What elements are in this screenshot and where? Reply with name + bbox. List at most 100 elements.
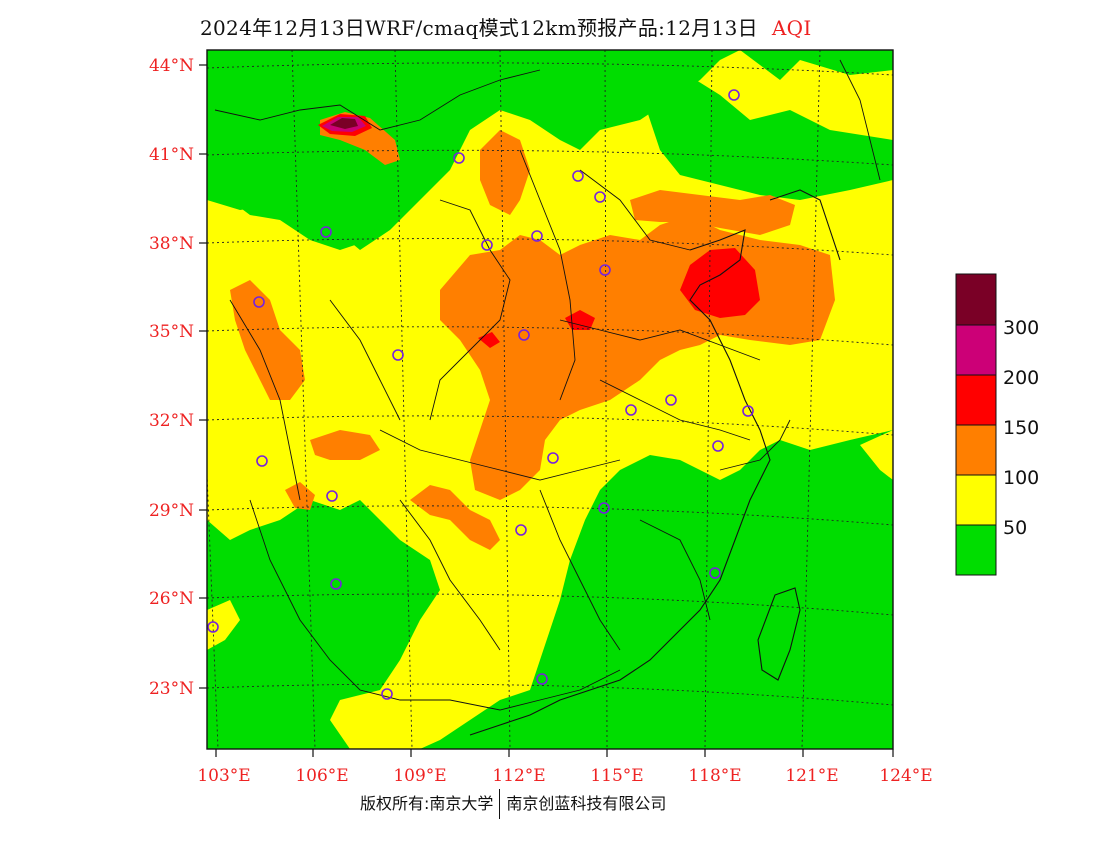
border-hunan	[399, 499, 501, 651]
city-marker	[256, 455, 268, 467]
legend-label: 300	[1003, 317, 1039, 339]
aqi-moderate-area-sw	[207, 600, 240, 650]
city-marker	[531, 230, 543, 242]
legend: 50 100 150 200 300	[955, 273, 1039, 576]
lon-label: 106°E	[295, 766, 348, 786]
city-marker	[392, 349, 404, 361]
legend-swatch-moderate	[956, 475, 996, 525]
aqi-good-north	[207, 140, 380, 250]
legend-label: 100	[1003, 467, 1039, 489]
city-marker	[320, 226, 332, 238]
coast-liaodong	[769, 189, 841, 261]
meridian-115	[604, 50, 608, 749]
coast-main	[469, 229, 771, 736]
title-main: 2024年12月13日WRF/cmaq模式12km预报产品:12月13日	[200, 16, 758, 40]
taiwan-outline	[757, 587, 801, 681]
border-zhejiang	[719, 419, 791, 471]
lat-label: 44°N	[149, 56, 194, 76]
aqi-unhealthy-sensitive-sichuan	[310, 430, 380, 460]
legend-swatch-good	[956, 525, 996, 575]
meridian-118	[704, 50, 713, 749]
lat-label: 32°N	[149, 411, 194, 431]
aqi-unhealthy-sensitive-south	[410, 485, 500, 550]
city-marker	[536, 673, 548, 685]
city-marker	[453, 152, 465, 164]
meridian-112	[499, 50, 511, 749]
border-hubei	[379, 429, 621, 481]
aqi-unhealthy-sensitive-bohai	[630, 190, 795, 235]
city-marker	[326, 490, 338, 502]
city-marker	[594, 191, 606, 203]
border-north	[214, 69, 541, 131]
province-boundaries	[214, 59, 881, 711]
city-marker	[547, 452, 559, 464]
graticule	[207, 50, 928, 749]
border-shaanxi	[429, 199, 511, 421]
lon-label: 103°E	[197, 766, 250, 786]
lat-label: 41°N	[149, 145, 194, 165]
meridian-106	[291, 50, 316, 749]
aqi-unhealthy-sensitive-north	[480, 130, 530, 215]
border-anhui	[599, 379, 751, 441]
lat-label: 38°N	[149, 234, 194, 254]
city-marker	[742, 405, 754, 417]
lat-labels: 44°N 41°N 38°N 35°N 32°N 29°N 26°N 23°N	[149, 56, 194, 699]
legend-label: 200	[1003, 367, 1039, 389]
aqi-moderate-area-coast	[860, 430, 893, 480]
city-marker	[253, 296, 265, 308]
aqi-unhealthy-sensitive-west	[230, 280, 305, 400]
border-shanxi	[519, 149, 576, 401]
legend-label: 50	[1003, 517, 1027, 539]
city-marker	[625, 404, 637, 416]
lon-label: 109°E	[393, 766, 446, 786]
city-marker	[515, 524, 527, 536]
border-northeast	[839, 59, 881, 181]
lon-label: 121°E	[785, 766, 838, 786]
legend-swatch-very-unhealthy	[956, 325, 996, 375]
border-west	[229, 299, 301, 501]
footer-left: 版权所有:南京大学	[360, 794, 494, 813]
lon-labels: 103°E 106°E 109°E 112°E 115°E 118°E 121°…	[197, 766, 932, 786]
city-marker	[728, 89, 740, 101]
aqi-unhealthy-sensitive-chongqing	[285, 482, 315, 510]
border-gansu	[329, 299, 401, 421]
border-hebei	[579, 169, 691, 251]
meridian-109	[394, 50, 413, 749]
meridian-124	[898, 50, 928, 749]
city-marker	[572, 170, 584, 182]
lon-label: 112°E	[492, 766, 545, 786]
lat-label: 35°N	[149, 322, 194, 342]
border-south	[249, 499, 621, 711]
aqi-good-northeast	[640, 70, 893, 200]
city-marker	[598, 502, 610, 514]
city-marker	[709, 567, 721, 579]
lon-label: 115°E	[590, 766, 643, 786]
title-product: AQI	[771, 16, 812, 40]
lon-label: 124°E	[879, 766, 932, 786]
lat-label: 23°N	[149, 679, 194, 699]
aqi-hazardous	[330, 118, 358, 129]
city-marker	[381, 688, 393, 700]
border-henan	[559, 319, 761, 361]
copyright-footer: 版权所有:南京大学 南京创蓝科技有限公司	[360, 789, 666, 819]
city-marker	[599, 264, 611, 276]
lat-label: 29°N	[149, 501, 194, 521]
footer-separator	[499, 789, 501, 819]
lat-ticks	[199, 64, 207, 689]
legend-label: 150	[1003, 417, 1039, 439]
map-frame	[206, 49, 894, 750]
coastline	[469, 189, 841, 736]
footer-right: 南京创蓝科技有限公司	[506, 794, 667, 813]
meridian-121	[801, 50, 821, 749]
city-marker	[330, 578, 342, 590]
border-jiangxi	[539, 489, 621, 651]
lat-label: 26°N	[149, 589, 194, 609]
aqi-unhealthy-shandong	[680, 248, 760, 318]
city-marker	[481, 239, 493, 251]
city-marker	[665, 394, 677, 406]
border-fujian	[639, 519, 711, 621]
lon-ticks	[215, 749, 894, 757]
map-title: 2024年12月13日WRF/cmaq模式12km预报产品:12月13日 AQI	[200, 12, 812, 41]
legend-swatch-hazardous	[956, 274, 996, 325]
